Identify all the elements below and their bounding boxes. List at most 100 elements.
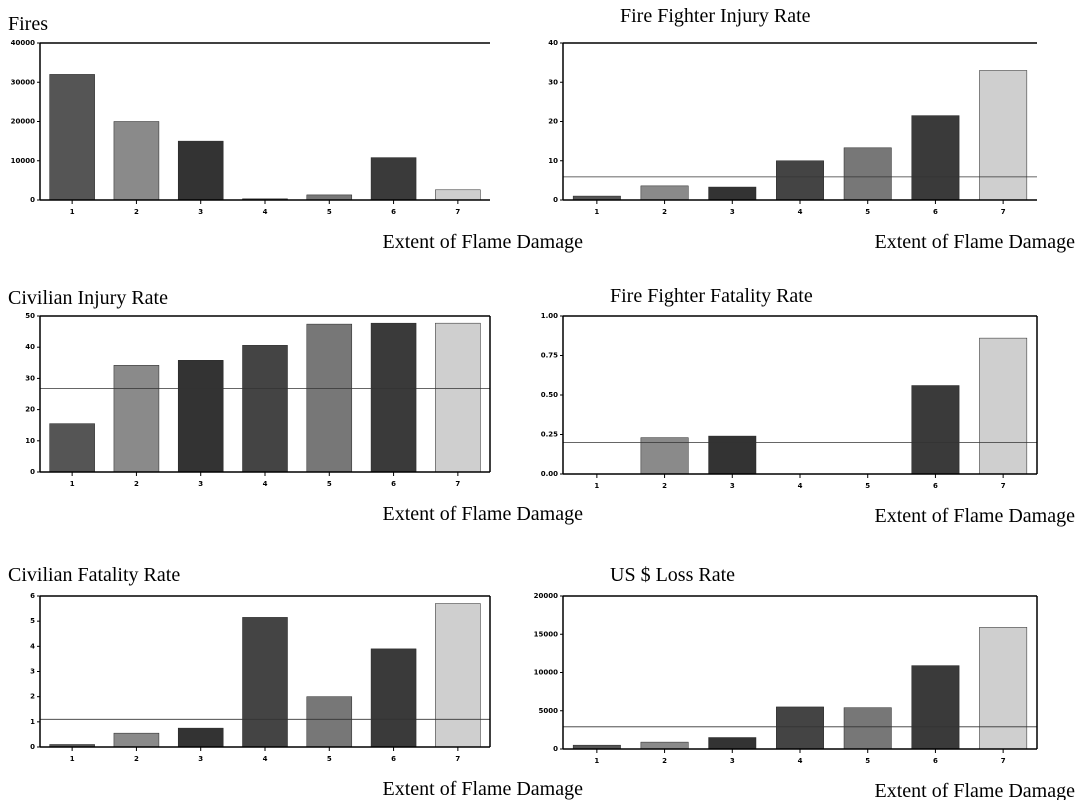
x-tick-label: 6 [933,482,938,490]
bar [306,194,353,201]
bar [979,627,1028,750]
y-tick-label: 40 [548,39,558,47]
x-tick-label: 5 [327,755,332,763]
bar [49,74,95,201]
y-tick-label: 10000 [11,157,35,165]
y-tick-label: 30 [548,78,558,86]
bar [242,617,288,748]
y-tick-label: 20 [25,406,35,414]
x-tick-label: 5 [865,482,870,490]
chart-title: US $ Loss Rate [610,564,735,586]
chart-title: Civilian Injury Rate [8,287,168,309]
x-tick-label: 6 [391,208,396,216]
x-tick-label: 2 [662,482,667,490]
x-tick-label: 7 [455,480,460,488]
y-tick-label: 10 [548,157,558,165]
bar [177,140,224,201]
y-tick-label: 4 [30,642,35,650]
y-tick-label: 0 [30,468,35,476]
bar [708,737,757,750]
x-tick-label: 1 [70,208,75,216]
bar [708,186,757,201]
bar [911,385,960,475]
chart-title: Fires [8,13,48,35]
bar [306,323,353,473]
bar [113,121,160,201]
x-tick-label: 7 [455,208,460,216]
y-tick-label: 3 [30,668,35,676]
x-tick-label: 2 [134,480,139,488]
x-tick-label: 1 [594,482,599,490]
bar [640,437,689,475]
y-tick-label: 0.50 [541,391,558,399]
bar [979,337,1028,475]
y-tick-label: 0.75 [541,352,558,360]
x-tick-label: 3 [730,208,735,216]
bar [843,707,892,750]
bar [776,160,824,201]
y-tick-label: 2 [30,693,35,701]
y-tick-label: 15000 [534,630,558,638]
bar [640,741,689,750]
x-tick-label: 5 [865,757,870,765]
x-tick-label: 1 [70,755,75,763]
y-tick-label: 20 [548,118,558,126]
x-tick-label: 4 [263,208,268,216]
x-axis-label: Extent of Flame Damage [383,503,584,525]
bar [370,322,417,473]
y-tick-label: 0 [30,196,35,204]
y-tick-label: 10000 [534,669,558,677]
x-tick-label: 6 [391,755,396,763]
x-tick-label: 4 [798,482,803,490]
y-tick-label: 0 [553,196,558,204]
y-tick-label: 20000 [11,118,35,126]
x-tick-label: 3 [730,757,735,765]
bar [640,185,689,201]
y-tick-label: 0.00 [541,470,558,478]
x-tick-label: 2 [134,208,139,216]
bar [911,665,960,750]
chart-title: Fire Fighter Injury Rate [620,5,811,27]
bar [435,322,481,473]
bar [113,732,160,748]
y-tick-label: 1 [30,718,35,726]
y-tick-label: 1.00 [541,312,558,320]
bar [49,423,95,473]
x-tick-label: 1 [594,757,599,765]
x-axis-label: Extent of Flame Damage [875,780,1076,800]
bar [306,696,353,748]
x-tick-label: 6 [391,480,396,488]
x-tick-label: 7 [1001,482,1006,490]
y-tick-label: 0 [553,745,558,753]
y-tick-label: 40 [25,343,35,351]
x-tick-label: 4 [263,755,268,763]
y-tick-label: 0.25 [541,431,558,439]
x-tick-label: 4 [798,757,803,765]
x-tick-label: 7 [455,755,460,763]
bar [911,115,960,201]
x-axis-label: Extent of Flame Damage [383,778,584,800]
bar [177,727,224,748]
x-tick-label: 3 [198,755,203,763]
x-tick-label: 1 [594,208,599,216]
y-tick-label: 0 [30,743,35,751]
bar [708,435,757,475]
x-tick-label: 2 [134,755,139,763]
x-tick-label: 2 [662,757,667,765]
bar [370,157,417,201]
x-axis-label: Extent of Flame Damage [875,505,1076,527]
y-tick-label: 30000 [11,78,35,86]
y-tick-label: 5 [30,617,35,625]
x-tick-label: 4 [263,480,268,488]
chart-title: Civilian Fatality Rate [8,564,180,586]
x-tick-label: 3 [730,482,735,490]
bar [435,189,481,201]
y-tick-label: 6 [30,592,35,600]
x-tick-label: 5 [327,208,332,216]
bar [776,706,824,750]
bar [370,648,417,748]
y-tick-label: 30 [25,374,35,382]
x-tick-label: 6 [933,757,938,765]
y-tick-label: 40000 [11,39,35,47]
